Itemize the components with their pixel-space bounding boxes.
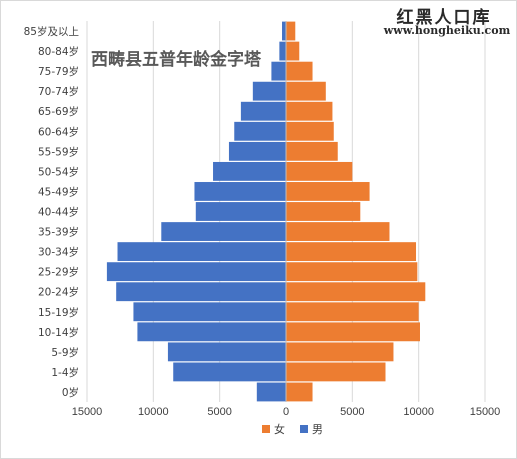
bar-female [286, 141, 338, 161]
y-tick-label: 30-34岁 [38, 246, 79, 259]
bar-male [195, 202, 286, 221]
bar-female [286, 41, 300, 61]
bar-female [286, 161, 353, 181]
bar-male [173, 362, 286, 382]
legend-label-male: 男 [312, 423, 323, 436]
watermark-title: 红黑人口库 [396, 8, 492, 28]
bar-male [271, 61, 286, 81]
bar-male [133, 302, 286, 322]
bar-male [252, 81, 286, 101]
bar-female [286, 342, 394, 362]
bar-female [286, 322, 420, 342]
y-tick-label: 35-39岁 [38, 226, 79, 239]
bar-male [106, 262, 287, 282]
watermark-url: www.hongheiku.com [383, 24, 511, 37]
y-tick-label: 10-14岁 [38, 326, 79, 339]
y-tick-label: 70-74岁 [38, 85, 79, 98]
bar-female [286, 121, 334, 141]
bar-female [286, 302, 419, 322]
bar-male [240, 101, 286, 121]
bar-female [286, 362, 386, 382]
y-tick-label: 15-19岁 [38, 306, 79, 319]
x-tick-label: 5000 [207, 406, 231, 418]
y-tick-label: 65-69岁 [38, 105, 79, 118]
y-tick-label: 0岁 [62, 386, 79, 399]
bar-female [286, 282, 426, 302]
legend-label-female: 女 [274, 422, 285, 436]
bar-female [286, 382, 313, 402]
y-tick-label: 40-44岁 [38, 206, 79, 219]
legend-swatch-male [300, 425, 308, 433]
y-tick-label: 20-24岁 [38, 286, 79, 299]
y-tick-label: 80-84岁 [38, 45, 79, 58]
bar-male [213, 161, 286, 181]
bar-female [286, 81, 326, 101]
bar-male [137, 322, 286, 342]
y-tick-label: 85岁及以上 [24, 25, 79, 38]
bar-male [161, 222, 286, 241]
bar-male [234, 121, 286, 141]
legend-swatch-female [262, 425, 270, 433]
y-tick-label: 50-54岁 [38, 165, 79, 178]
bar-male [282, 21, 286, 41]
bar-male [279, 41, 286, 61]
x-tick-label: 10000 [138, 406, 169, 418]
y-tick-label: 25-29岁 [38, 266, 79, 279]
y-tick-label: 45-49岁 [38, 185, 79, 198]
bar-male [117, 242, 286, 262]
x-tick-label: 10000 [403, 406, 434, 418]
bar-male [256, 382, 286, 402]
y-tick-label: 5-9岁 [51, 346, 79, 359]
bar-female [286, 222, 390, 241]
bar-male [167, 342, 286, 362]
bar-male [194, 182, 286, 201]
bar-male [228, 141, 286, 161]
x-tick-label: 15000 [72, 406, 103, 418]
bar-female [286, 61, 313, 81]
bar-male [116, 282, 286, 302]
bar-female [286, 101, 333, 121]
axes: 15000 10000 5000 0 5000 10000 15000 0岁 1-4岁 5-9岁 1… [24, 21, 501, 418]
legend: 女男 [262, 422, 323, 436]
y-tick-label: 60-64岁 [38, 125, 79, 138]
y-tick-label: 1-4岁 [51, 366, 79, 379]
bar-female [286, 242, 417, 262]
y-tick-label: 75-79岁 [38, 65, 79, 78]
bars [106, 21, 426, 402]
bar-female [286, 182, 370, 201]
bar-female [286, 262, 418, 282]
bar-female [286, 202, 361, 221]
y-tick-label: 55-59岁 [38, 145, 79, 158]
x-tick-label: 0 [283, 406, 289, 418]
chart-title: 西畴县五普年龄金字塔 [91, 50, 261, 69]
bar-female [286, 21, 296, 41]
x-tick-label: 5000 [340, 406, 364, 418]
x-tick-label: 15000 [470, 406, 501, 418]
